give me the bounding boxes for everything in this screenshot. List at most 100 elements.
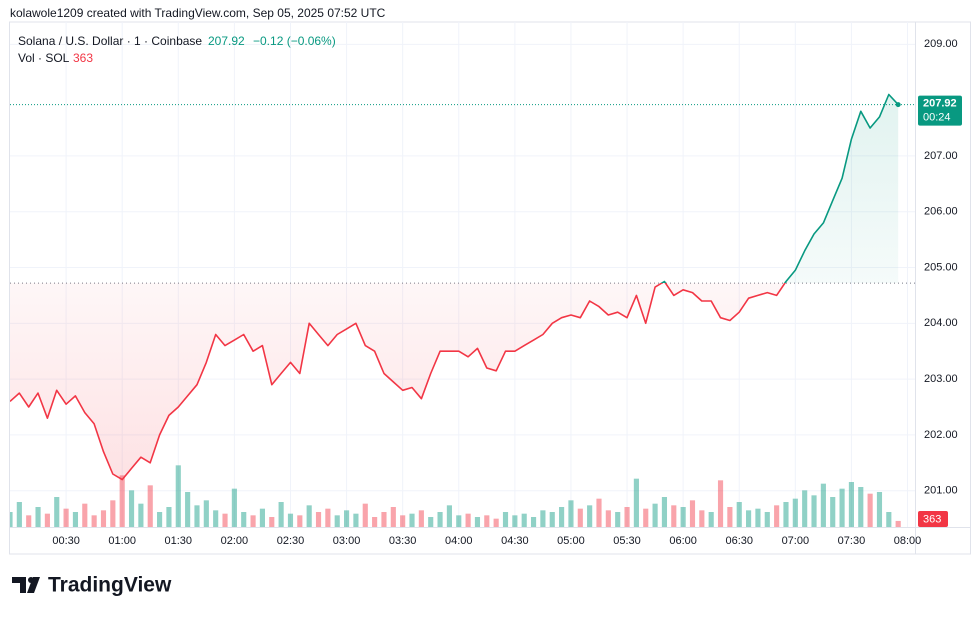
- brand: TradingView: [48, 574, 172, 597]
- volume-bar: [372, 517, 378, 527]
- volume-bar: [315, 512, 322, 527]
- x-tick-label: 08:00: [894, 535, 922, 547]
- volume-bar: [652, 503, 658, 527]
- volume-bar: [456, 515, 462, 527]
- volume-last-legend: 363: [73, 51, 93, 65]
- volume-bar: [10, 512, 13, 527]
- volume-last-label: 363: [923, 513, 941, 525]
- volume-bar: [484, 515, 490, 527]
- volume-bar: [596, 498, 602, 527]
- volume-bar: [559, 507, 565, 527]
- volume-bar: [671, 505, 677, 527]
- volume-bar: [587, 505, 593, 527]
- volume-bar: [736, 502, 742, 527]
- volume-bar: [830, 497, 836, 527]
- y-tick-label: 205.00: [924, 261, 958, 273]
- x-tick-label: 05:30: [613, 535, 641, 547]
- volume-bar: [633, 478, 639, 527]
- volume-bar: [811, 495, 817, 527]
- volume-bar: [549, 512, 555, 527]
- volume-bar: [91, 515, 97, 527]
- volume-bar: [16, 502, 22, 527]
- x-tick-label: 03:00: [333, 535, 361, 547]
- volume-bar: [334, 515, 340, 527]
- x-tick-label: 05:00: [557, 535, 585, 547]
- symbol-title: Solana / U.S. Dollar · 1 · Coinbase: [18, 34, 202, 48]
- volume-bar: [746, 510, 752, 527]
- x-tick-label: 06:30: [725, 535, 753, 547]
- volume-bar: [353, 513, 359, 527]
- volume-bar: [446, 505, 452, 527]
- countdown: 00:24: [923, 111, 951, 123]
- volume-bar: [325, 508, 331, 527]
- volume-bar: [577, 508, 583, 527]
- y-tick-label: 203.00: [924, 373, 958, 385]
- volume-bar: [185, 492, 191, 527]
- volume-bar: [839, 488, 845, 527]
- frame: [9, 21, 971, 555]
- volume-bar: [802, 490, 808, 527]
- volume-bar: [409, 513, 415, 527]
- x-tick-label: 04:00: [445, 535, 473, 547]
- volume-bar: [287, 513, 294, 527]
- volume-bar: [717, 480, 724, 527]
- x-tick-label: 06:00: [669, 535, 697, 547]
- volume-bar: [493, 518, 499, 527]
- volume-bar: [44, 513, 50, 527]
- volume-bar: [381, 512, 387, 527]
- volume-bar: [661, 497, 668, 527]
- volume-bar: [708, 512, 714, 527]
- volume-bar: [138, 503, 144, 527]
- volume-bar: [110, 500, 116, 527]
- volume-bar: [428, 517, 434, 527]
- volume-bar: [502, 512, 509, 527]
- volume-bar: [306, 505, 312, 527]
- last-point: [895, 102, 901, 108]
- x-tick-label: 02:30: [277, 535, 305, 547]
- volume-bar: [886, 512, 892, 527]
- volume-bar: [568, 500, 574, 527]
- volume-bar: [26, 515, 32, 527]
- volume-bar: [343, 510, 350, 527]
- volume-bar: [213, 510, 219, 527]
- y-tick-label: 207.00: [924, 150, 958, 162]
- volume-bar: [259, 508, 265, 527]
- volume-bar: [54, 497, 60, 527]
- volume-bar: [858, 487, 864, 527]
- volume-bar: [764, 512, 770, 527]
- volume-bar: [521, 513, 527, 527]
- y-tick-label: 201.00: [924, 485, 958, 497]
- volume-bar: [792, 498, 798, 527]
- volume-label: Vol · SOL: [18, 51, 70, 65]
- brand-logo[interactable]: TradingView: [12, 574, 172, 597]
- volume-bar: [194, 505, 200, 527]
- volume-bar: [241, 512, 247, 527]
- x-tick-label: 04:30: [501, 535, 529, 547]
- volume-bar: [615, 512, 621, 527]
- change: −0.12 (−0.06%): [253, 34, 336, 48]
- volume-badge: [918, 511, 948, 527]
- last-price-label: 207.92: [923, 97, 957, 109]
- volume-bar: [175, 465, 181, 527]
- volume-bar: [876, 492, 883, 527]
- volume-bar: [100, 510, 107, 527]
- volume-bar: [278, 502, 284, 527]
- volume-bar: [465, 513, 471, 527]
- x-tick-label: 02:00: [221, 535, 249, 547]
- volume-bar: [895, 520, 901, 527]
- x-tick-label: 07:30: [838, 535, 866, 547]
- volume-bar: [72, 512, 79, 527]
- logo-mark: [12, 577, 40, 593]
- x-tick-label: 01:30: [165, 535, 193, 547]
- volume-bar: [128, 490, 135, 527]
- volume-bar: [530, 517, 537, 527]
- volume-bar: [418, 510, 424, 527]
- volume-bar: [437, 512, 443, 527]
- volume-bar: [250, 515, 256, 527]
- last-price-legend: 207.92: [208, 34, 245, 48]
- volume-bar: [540, 510, 546, 527]
- volume-bar: [231, 488, 237, 527]
- baseline-area: [10, 94, 899, 480]
